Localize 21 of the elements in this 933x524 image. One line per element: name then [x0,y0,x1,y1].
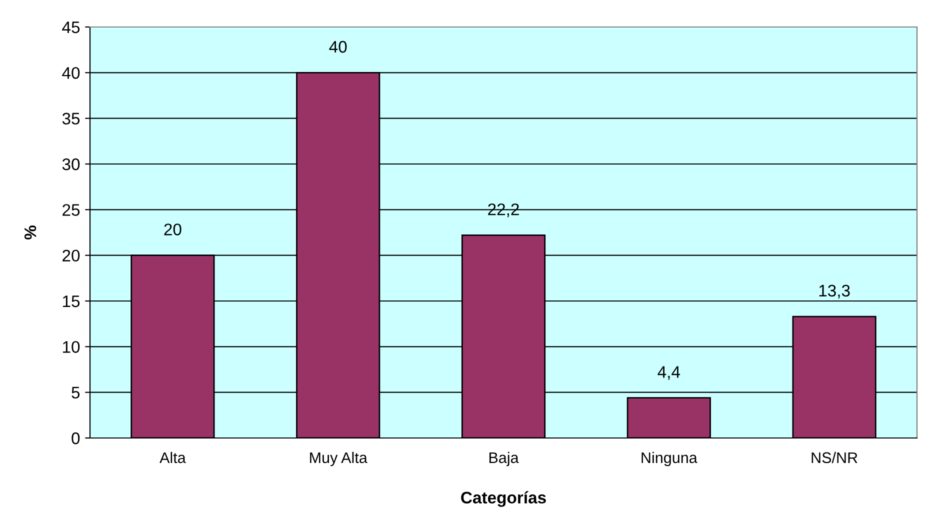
y-tick-label: 5 [72,386,80,399]
x-tick-label: NS/NR [812,452,858,464]
x-tick-label: Baja [489,452,519,466]
data-label: 13,3 [819,284,850,299]
data-label: 40 [329,40,347,53]
y-tick-label: 25 [62,204,80,216]
y-tick-label: 30 [62,158,80,170]
x-tick-label: Ninguna [642,452,698,466]
y-tick-label: 0 [72,432,80,444]
y-tick-label: 35 [62,112,80,125]
y-tick-label: 10 [63,341,80,353]
data-label: 4,4 [658,366,680,380]
y-tick-label: 40 [62,67,80,79]
x-tick-label: Muy Alta [310,452,368,466]
data-label: 20 [164,224,182,236]
y-tick-label: 20 [62,250,80,262]
x-tick-label: Alta [160,452,186,464]
x-axis-title: Categorías [461,491,546,507]
y-tick-label: 15 [63,296,80,308]
y-axis-title: % [24,226,36,240]
y-tick-label: 45 [62,22,80,34]
